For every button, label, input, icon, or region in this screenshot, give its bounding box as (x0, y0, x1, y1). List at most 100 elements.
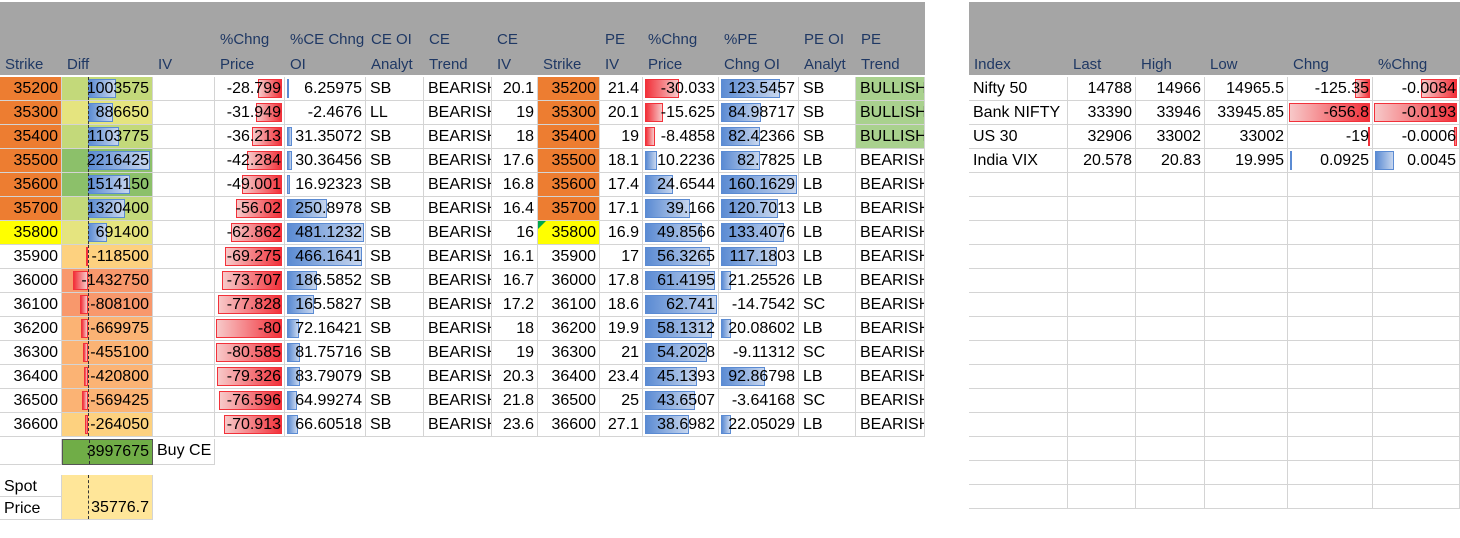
index-last-cell[interactable]: 32906 (1068, 125, 1136, 149)
empty-cell[interactable] (1205, 221, 1288, 245)
ce-chng-price-cell[interactable]: -80.585 (215, 341, 285, 365)
pe-strike-cell[interactable]: 36300 (538, 341, 600, 365)
ce-trend-cell[interactable]: BEARISH (424, 77, 492, 101)
empty-cell[interactable] (1136, 365, 1205, 389)
pe-strike-cell[interactable]: 35400 (538, 125, 600, 149)
pe-chng-oi-cell[interactable]: 123.5457 (719, 77, 799, 101)
ce-trend-cell[interactable]: BEARISH (424, 197, 492, 221)
ce-trend-cell[interactable]: BEARISH (424, 245, 492, 269)
empty-cell[interactable] (969, 437, 1068, 461)
ce-chng-oi-cell[interactable]: 250.8978 (285, 197, 366, 221)
index-high-cell[interactable]: 20.83 (1136, 149, 1205, 173)
ce-chng-oi-cell[interactable]: 72.16421 (285, 317, 366, 341)
spot-price-label-cell[interactable]: Price (0, 497, 62, 520)
empty-cell[interactable] (1373, 365, 1460, 389)
empty-cell[interactable] (1068, 461, 1136, 485)
diff-cell[interactable]: -808100 (62, 293, 153, 317)
iv-cell[interactable] (153, 341, 215, 365)
pe-chng-oi-cell[interactable]: 92.86798 (719, 365, 799, 389)
ce-iv-cell[interactable]: 21.8 (492, 389, 538, 413)
diff-cell[interactable]: -264050 (62, 413, 153, 437)
ce-chng-oi-cell[interactable]: 481.1232 (285, 221, 366, 245)
ce-iv-cell[interactable]: 16.4 (492, 197, 538, 221)
pe-chng-oi-cell[interactable]: -14.7542 (719, 293, 799, 317)
index-high-cell[interactable]: 33946 (1136, 101, 1205, 125)
pe-chng-oi-cell[interactable]: 20.08602 (719, 317, 799, 341)
diff-cell[interactable]: 691400 (62, 221, 153, 245)
empty-cell[interactable] (1205, 293, 1288, 317)
pe-strike-cell[interactable]: 36600 (538, 413, 600, 437)
column-header-7[interactable]: CE IV (492, 26, 538, 75)
index-low-cell[interactable]: 14965.5 (1205, 77, 1288, 101)
empty-cell[interactable] (1288, 413, 1373, 437)
ce-chng-price-cell[interactable]: -79.326 (215, 365, 285, 389)
empty-cell[interactable] (1068, 365, 1136, 389)
column-header-11[interactable]: %PE Chng OI (719, 26, 799, 75)
ce-oi-analyt-cell[interactable]: LL (366, 101, 424, 125)
strike-cell[interactable]: 36200 (0, 317, 62, 341)
empty-cell[interactable] (1373, 413, 1460, 437)
empty-cell[interactable] (1136, 245, 1205, 269)
index-column-header-2[interactable]: High (1136, 26, 1205, 75)
strike-cell[interactable]: 36600 (0, 413, 62, 437)
ce-oi-analyt-cell[interactable]: SB (366, 269, 424, 293)
iv-cell[interactable] (153, 101, 215, 125)
ce-oi-analyt-cell[interactable]: SB (366, 341, 424, 365)
index-name-cell[interactable]: US 30 (969, 125, 1068, 149)
ce-chng-oi-cell[interactable]: 66.60518 (285, 413, 366, 437)
empty-cell[interactable] (969, 197, 1068, 221)
pe-chng-oi-cell[interactable]: 133.4076 (719, 221, 799, 245)
pe-iv-cell[interactable]: 17 (600, 245, 643, 269)
ce-trend-cell[interactable]: BEARISH (424, 413, 492, 437)
empty-cell[interactable] (1205, 341, 1288, 365)
diff-cell[interactable]: -420800 (62, 365, 153, 389)
pe-oi-analyt-cell[interactable]: LB (799, 221, 856, 245)
ce-oi-analyt-cell[interactable]: SB (366, 197, 424, 221)
ce-chng-price-cell[interactable]: -49.001 (215, 173, 285, 197)
empty-cell[interactable] (1288, 461, 1373, 485)
pe-iv-cell[interactable]: 27.1 (600, 413, 643, 437)
pe-chng-price-cell[interactable]: 58.1312 (643, 317, 719, 341)
pe-chng-price-cell[interactable]: 43.6507 (643, 389, 719, 413)
ce-iv-cell[interactable]: 20.1 (492, 77, 538, 101)
ce-iv-cell[interactable]: 17.2 (492, 293, 538, 317)
ce-chng-oi-cell[interactable]: 186.5852 (285, 269, 366, 293)
pe-chng-oi-cell[interactable]: 22.05029 (719, 413, 799, 437)
empty-cell[interactable] (1068, 485, 1136, 509)
strike-cell[interactable]: 35700 (0, 197, 62, 221)
diff-cell[interactable]: 1514150 (62, 173, 153, 197)
pe-trend-cell[interactable]: BEARISH (856, 341, 925, 365)
pe-chng-price-cell[interactable]: 54.2028 (643, 341, 719, 365)
ce-iv-cell[interactable]: 23.6 (492, 413, 538, 437)
pe-strike-cell[interactable]: 36000 (538, 269, 600, 293)
iv-cell[interactable] (153, 245, 215, 269)
ce-chng-price-cell[interactable]: -69.275 (215, 245, 285, 269)
diff-cell[interactable]: 1003575 (62, 77, 153, 101)
pe-iv-cell[interactable]: 17.8 (600, 269, 643, 293)
empty-cell[interactable] (1373, 197, 1460, 221)
diff-cell[interactable]: -569425 (62, 389, 153, 413)
column-header-4[interactable]: %CE Chng OI (285, 26, 366, 75)
ce-trend-cell[interactable]: BEARISH (424, 341, 492, 365)
ce-chng-oi-cell[interactable]: 31.35072 (285, 125, 366, 149)
empty-cell[interactable] (1205, 245, 1288, 269)
index-name-cell[interactable]: Nifty 50 (969, 77, 1068, 101)
index-pchng-cell[interactable]: -0.0006 (1373, 125, 1460, 149)
ce-iv-cell[interactable]: 18 (492, 125, 538, 149)
empty-cell[interactable] (1373, 341, 1460, 365)
index-chng-cell[interactable]: 0.0925 (1288, 149, 1373, 173)
empty-cell[interactable] (1205, 173, 1288, 197)
column-header-0[interactable]: Strike (0, 26, 62, 75)
ce-chng-oi-cell[interactable]: 81.75716 (285, 341, 366, 365)
pe-chng-price-cell[interactable]: 24.6544 (643, 173, 719, 197)
empty-cell[interactable] (969, 389, 1068, 413)
empty-cell[interactable] (969, 173, 1068, 197)
ce-oi-analyt-cell[interactable]: SB (366, 413, 424, 437)
ce-chng-oi-cell[interactable]: 6.25975 (285, 77, 366, 101)
pe-chng-oi-cell[interactable]: 82.42366 (719, 125, 799, 149)
ce-chng-oi-cell[interactable]: 83.79079 (285, 365, 366, 389)
ce-chng-oi-cell[interactable]: 64.99274 (285, 389, 366, 413)
ce-iv-cell[interactable]: 20.3 (492, 365, 538, 389)
empty-cell[interactable] (1288, 293, 1373, 317)
index-last-cell[interactable]: 33390 (1068, 101, 1136, 125)
